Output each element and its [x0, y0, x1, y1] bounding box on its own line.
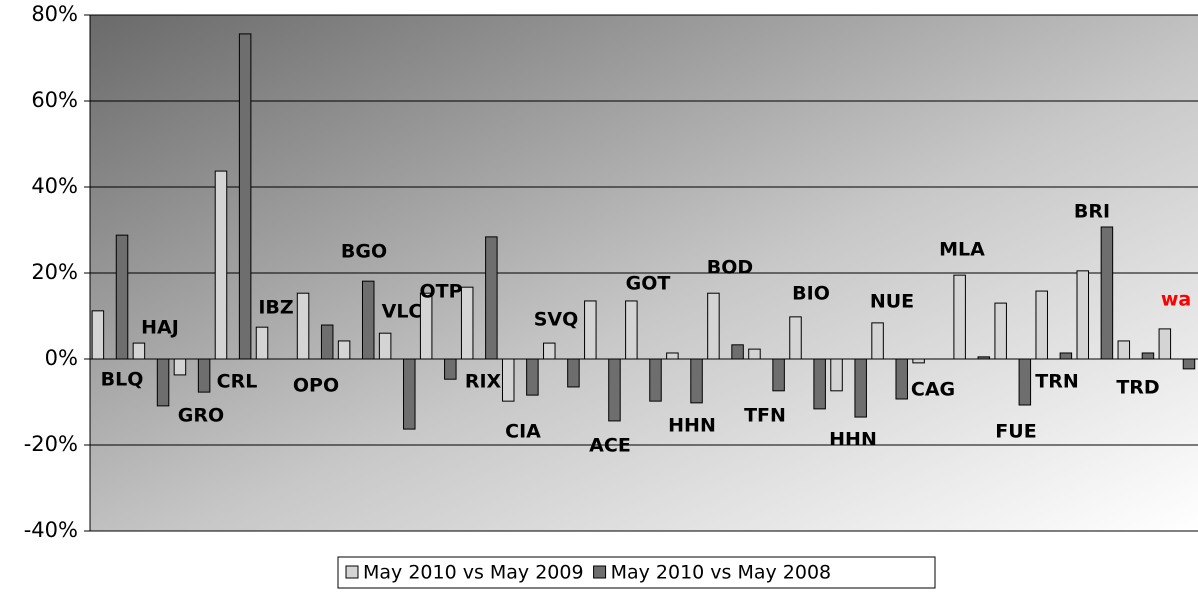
bar	[1182, 358, 1196, 370]
category-label: CRL	[217, 371, 258, 393]
bar	[1141, 352, 1155, 360]
category-label: BRI	[1074, 201, 1110, 223]
bar	[378, 332, 392, 360]
bar	[854, 358, 867, 418]
category-label: HAJ	[141, 317, 179, 339]
category-label: GOT	[626, 273, 671, 295]
y-tick-label: -40%	[24, 518, 78, 542]
category-label: HHN	[668, 415, 716, 437]
bar	[789, 316, 802, 360]
bar	[501, 358, 515, 402]
bar	[1158, 328, 1172, 360]
legend-swatch	[345, 565, 359, 579]
category-label: OTP	[419, 281, 462, 303]
category-label: IBZ	[258, 297, 293, 319]
category-label: TFN	[744, 405, 786, 427]
category-label: BOD	[707, 257, 753, 279]
bar	[419, 292, 433, 360]
bar	[1076, 270, 1090, 360]
bar	[255, 326, 269, 360]
bar	[543, 342, 556, 360]
category-label: VLC	[382, 301, 423, 323]
bar	[132, 342, 146, 360]
category-label: HHN	[829, 429, 877, 451]
bar	[748, 348, 761, 360]
category-label: wa	[1161, 289, 1191, 311]
bar	[666, 352, 679, 360]
bar	[296, 292, 310, 360]
category-label: SVQ	[534, 309, 579, 331]
category-label: GRO	[178, 405, 224, 427]
category-label: TRN	[1035, 371, 1079, 393]
bar	[361, 280, 375, 360]
category-label: FUE	[995, 421, 1036, 443]
bar	[871, 322, 884, 360]
bar	[1100, 226, 1114, 360]
category-label: BGO	[341, 241, 387, 263]
bar	[444, 358, 457, 380]
bar	[772, 358, 785, 392]
bar	[115, 234, 129, 360]
bar	[690, 358, 703, 404]
y-tick-label: 60%	[31, 88, 78, 112]
bar	[994, 302, 1007, 360]
legend-box	[337, 556, 936, 589]
bar	[320, 324, 334, 360]
bar	[830, 358, 843, 392]
category-label: RIX	[465, 371, 502, 393]
legend-label: May 2010 vs May 2009	[363, 562, 584, 584]
bar	[953, 274, 966, 360]
legend-swatch	[593, 565, 607, 579]
y-tick-label: 40%	[31, 174, 78, 198]
bar	[707, 292, 720, 360]
bar	[526, 358, 539, 396]
bar	[649, 358, 662, 402]
category-label: NUE	[870, 291, 914, 313]
category-label: CAG	[911, 379, 955, 401]
bar	[608, 358, 621, 422]
legend-label: May 2010 vs May 2008	[611, 562, 832, 584]
bar	[173, 358, 187, 376]
bar	[895, 358, 908, 400]
bar	[238, 33, 252, 360]
y-tick-label: 20%	[31, 260, 78, 284]
bar	[625, 300, 638, 360]
y-tick-label: 0%	[45, 346, 78, 370]
legend: May 2010 vs May 2009 May 2010 vs May 2008	[337, 556, 936, 589]
category-label: ACE	[589, 435, 631, 457]
category-label: BIO	[792, 283, 830, 305]
bar	[1018, 358, 1032, 406]
bar	[337, 340, 351, 360]
category-label: TRD	[1116, 377, 1159, 399]
bar	[197, 358, 211, 393]
bar	[214, 170, 228, 360]
y-tick-label: -20%	[24, 432, 78, 456]
category-label: CIA	[505, 421, 541, 443]
category-label: OPO	[293, 375, 339, 397]
bar	[584, 300, 597, 360]
y-tick-label: 80%	[31, 2, 78, 26]
bar	[1035, 290, 1048, 360]
bar	[1059, 352, 1073, 360]
bar	[813, 358, 826, 410]
bar	[567, 358, 580, 388]
bar	[731, 344, 744, 360]
bar	[460, 286, 474, 360]
category-label: BLQ	[101, 369, 144, 391]
category-label: MLA	[939, 239, 985, 261]
bar	[91, 310, 105, 360]
bar	[1117, 340, 1131, 360]
bar	[912, 358, 925, 364]
bar	[403, 358, 416, 430]
bar	[485, 236, 498, 360]
bar	[156, 358, 170, 407]
